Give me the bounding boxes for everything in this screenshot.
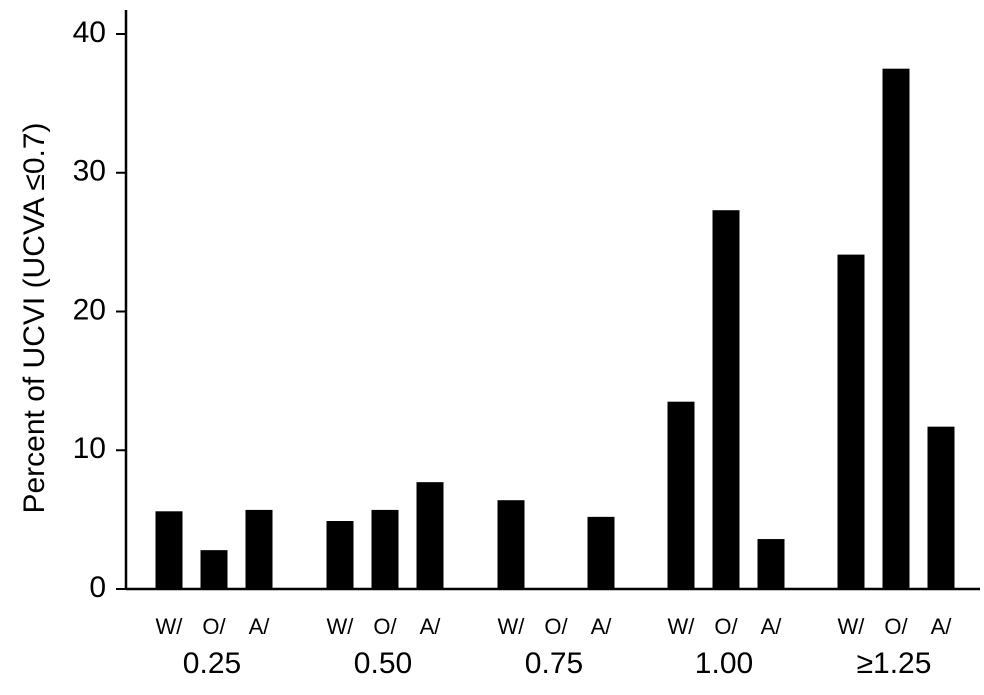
- x-axis-labels: W/O/A/0.25 W/O/A/0.50 W/O/A/0.75 W/O/A/1.00…: [156, 614, 953, 680]
- bar: [667, 401, 695, 589]
- bar: [757, 539, 785, 589]
- x-subcategory-label: A/: [420, 614, 442, 639]
- x-subcategory-label: A/: [931, 614, 953, 639]
- x-subcategory-label: W/: [327, 614, 355, 639]
- bar: [497, 500, 525, 589]
- x-subcategory-label: O/: [714, 614, 738, 639]
- x-subcategory-label: O/: [884, 614, 908, 639]
- bar: [927, 426, 955, 589]
- x-subcategory-label: O/: [202, 614, 226, 639]
- x-subcategory-label: A/: [591, 614, 613, 639]
- bar: [371, 509, 399, 589]
- x-group-label: 0.75: [525, 647, 583, 680]
- bar: [837, 254, 865, 590]
- y-axis-label: Percent of UCVI (UCVA ≤0.7): [18, 122, 51, 513]
- bar: [587, 516, 615, 589]
- bar: [200, 550, 228, 589]
- y-tick-label: 10: [73, 432, 106, 465]
- x-subcategory-label: A/: [249, 614, 271, 639]
- x-subcategory-label: O/: [544, 614, 568, 639]
- bar: [245, 509, 273, 589]
- bar: [326, 521, 354, 589]
- bars: [155, 68, 955, 590]
- y-tick-label: 30: [73, 155, 106, 188]
- y-tick-label: 40: [73, 16, 106, 49]
- bar: [155, 511, 183, 589]
- y-tick-label: 0: [89, 571, 106, 604]
- x-subcategory-label: O/: [373, 614, 397, 639]
- x-subcategory-label: A/: [761, 614, 783, 639]
- bar: [416, 482, 444, 589]
- x-group-label: 1.00: [695, 647, 753, 680]
- x-subcategory-label: W/: [156, 614, 184, 639]
- x-subcategory-label: W/: [668, 614, 696, 639]
- bar: [712, 210, 740, 589]
- x-subcategory-label: W/: [498, 614, 526, 639]
- x-group-label: 0.25: [183, 647, 241, 680]
- y-tick-label: 20: [73, 293, 106, 326]
- x-group-label: 0.50: [354, 647, 412, 680]
- x-group-label: ≥1.25: [857, 647, 932, 680]
- bar: [882, 68, 910, 589]
- x-subcategory-label: W/: [838, 614, 866, 639]
